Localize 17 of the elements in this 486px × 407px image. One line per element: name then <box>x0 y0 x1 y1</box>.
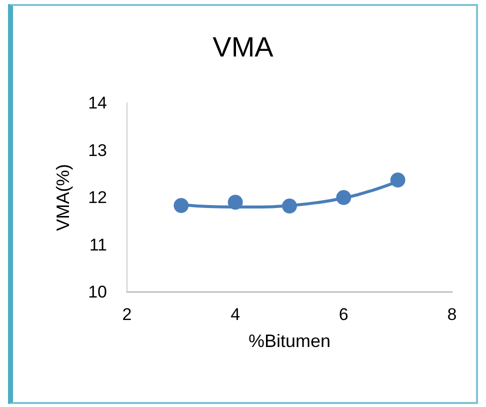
x-tick-label: 4 <box>230 305 240 324</box>
point <box>390 172 406 188</box>
x-tick-label: 6 <box>338 305 348 324</box>
y-tick-label: 14 <box>88 94 107 112</box>
y-tick-label: 13 <box>88 140 107 160</box>
point <box>228 194 243 210</box>
x-tick-label: 2 <box>122 305 132 324</box>
chart-title: VMA <box>212 32 274 62</box>
x-tick-label: 8 <box>447 305 457 324</box>
y-tick-label: 12 <box>88 188 107 207</box>
y-tick-label: 10 <box>88 282 107 302</box>
point <box>282 198 297 214</box>
point <box>174 198 189 214</box>
x-axis-title: %Bitumen <box>248 331 331 351</box>
y-axis-title: VMA(%) <box>53 164 73 231</box>
y-tick-label: 11 <box>89 235 107 254</box>
point <box>336 190 352 205</box>
